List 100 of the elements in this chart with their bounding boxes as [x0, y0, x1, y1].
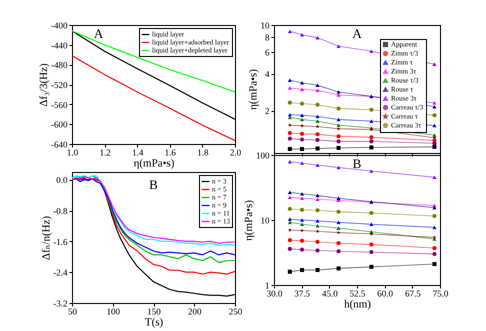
point	[316, 36, 320, 40]
y-tick-label: -520	[51, 80, 68, 90]
point	[336, 139, 341, 144]
y-tick-label: -600	[51, 120, 68, 130]
point	[316, 240, 320, 244]
y-tick-label: -0.8	[53, 206, 68, 216]
y-tick-label: -440	[51, 40, 68, 50]
chart-title: B	[149, 177, 158, 192]
point	[316, 138, 320, 142]
point	[369, 242, 374, 246]
point	[288, 190, 292, 194]
y-tick-label: -3.2	[53, 298, 68, 308]
point	[432, 141, 436, 146]
point	[336, 123, 341, 127]
point	[300, 222, 304, 226]
line-series	[72, 55, 235, 142]
point	[432, 246, 436, 250]
point	[432, 144, 436, 149]
point	[336, 196, 341, 200]
y-tick-label: -2.4	[53, 268, 68, 278]
x-axis-title: η(mPa•s)	[134, 158, 175, 170]
x-tick-label: 150	[147, 306, 162, 316]
point	[316, 84, 320, 87]
point	[336, 210, 341, 214]
point	[300, 208, 304, 212]
point	[369, 222, 374, 226]
x-tick-label: 75.0	[432, 288, 449, 298]
point	[300, 88, 304, 92]
point	[300, 32, 304, 36]
point	[288, 30, 292, 34]
y-tick-label: -560	[51, 100, 68, 110]
point	[316, 194, 320, 198]
point	[369, 139, 374, 144]
point	[300, 81, 304, 85]
point	[432, 214, 436, 218]
point	[336, 44, 341, 48]
point	[288, 116, 292, 120]
point	[316, 132, 320, 136]
point	[288, 78, 292, 82]
y-axis-title: Δfₙ/n(Hz)	[40, 216, 52, 260]
x-tick-label: 1.2	[99, 148, 111, 158]
point	[432, 136, 436, 140]
point	[316, 219, 320, 223]
point	[288, 136, 292, 141]
point	[369, 145, 374, 150]
x-tick-label: 45.0	[322, 288, 338, 298]
point	[336, 249, 341, 254]
point	[316, 119, 320, 123]
y-axis-title: η(mPa•s)	[243, 200, 255, 241]
point	[336, 106, 341, 110]
point	[336, 146, 341, 150]
point	[316, 268, 320, 272]
x-tick-label: 2.0	[230, 148, 242, 158]
point	[336, 230, 340, 234]
point	[288, 206, 292, 211]
point	[300, 192, 304, 196]
point	[300, 114, 304, 118]
point	[369, 169, 374, 173]
point	[288, 100, 292, 105]
y-tick-label: 2	[265, 106, 270, 116]
point	[288, 196, 292, 199]
point	[300, 196, 304, 200]
y-tick-label: 10	[260, 216, 270, 226]
point	[336, 220, 341, 224]
point	[336, 241, 341, 246]
point	[288, 228, 292, 232]
point	[316, 198, 320, 202]
point	[288, 131, 292, 136]
point	[316, 146, 320, 150]
point	[316, 102, 320, 107]
x-tick-label: 30.0	[266, 288, 283, 298]
point	[316, 88, 320, 92]
point	[369, 250, 374, 254]
point	[316, 208, 320, 212]
point	[300, 124, 304, 128]
x-tick-label: 250	[228, 306, 243, 316]
y-tick-label: -400	[51, 20, 68, 30]
y-tick-label: 10	[260, 20, 270, 30]
point	[300, 138, 304, 142]
point	[432, 62, 436, 66]
y-tick-label: 0.0	[56, 175, 68, 186]
x-tick-label: 37.5	[294, 288, 311, 298]
point	[336, 126, 340, 130]
point	[432, 104, 436, 108]
chart-title: A	[352, 26, 362, 41]
y-axis-title: Δf₃/3(Hz)	[38, 63, 50, 107]
x-axis-title: h(nm)	[344, 298, 372, 310]
point	[369, 108, 374, 112]
point	[316, 248, 320, 252]
point	[369, 135, 374, 140]
point	[300, 238, 304, 243]
point	[369, 119, 374, 123]
y-tick-label: 1	[265, 280, 270, 290]
point	[316, 229, 320, 233]
y-tick-label: -480	[51, 60, 68, 70]
point	[288, 112, 292, 116]
x-tick-label: 200	[188, 306, 202, 316]
y-axis-title: η(mPa•s)	[248, 68, 260, 110]
x-tick-label: 52.5	[350, 288, 366, 298]
x-tick-label: 60.0	[377, 288, 394, 298]
